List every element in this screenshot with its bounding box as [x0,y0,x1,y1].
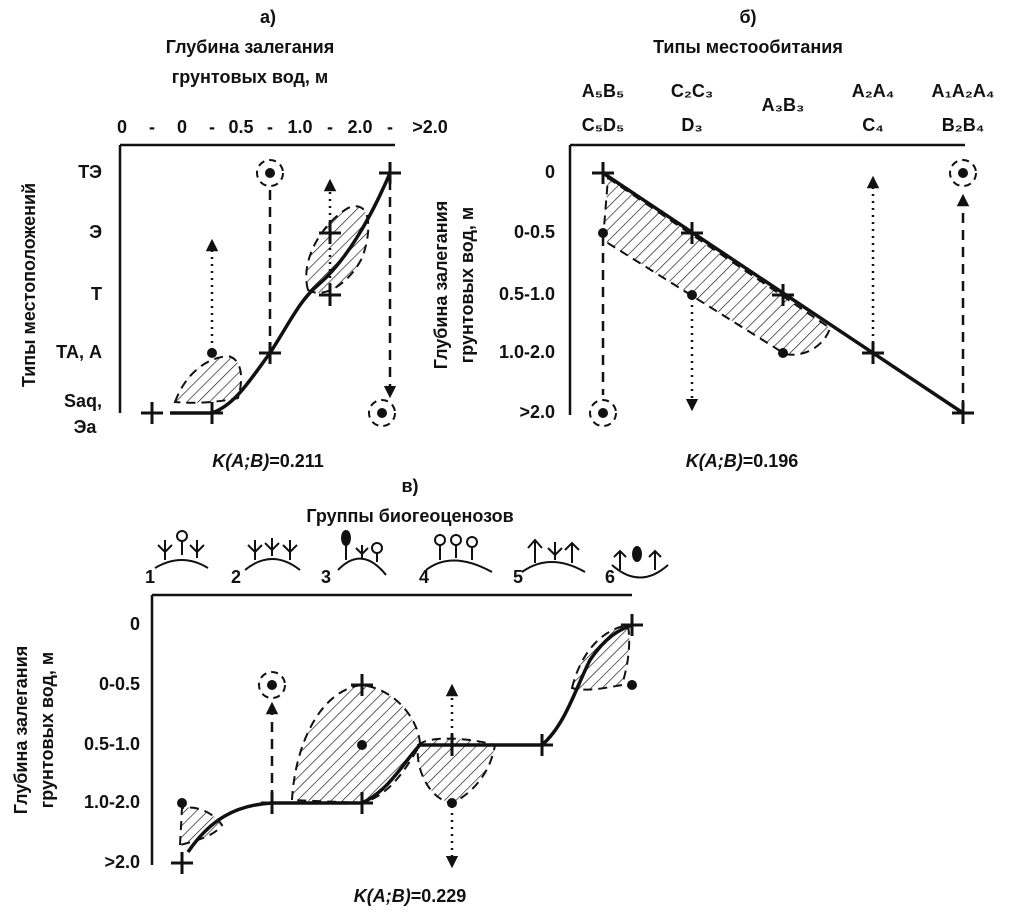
cross-marker [141,402,163,424]
x-tick-label: C₄ [862,115,884,135]
panel-title: Глубина залегания [166,37,334,57]
x-tick-label: B₂B₄ [942,115,985,135]
caption-italic: K(A;B) [354,886,411,906]
x-tick-label: 4 [419,567,429,587]
x-tick-label: 6 [605,567,615,587]
x-tick-label: >2.0 [412,117,448,137]
caption-value: =0.196 [743,451,799,471]
x-tick-label: 1 [145,567,155,587]
y-axis-title: Глубина залегания [431,201,451,369]
y-tick-label: >2.0 [519,402,555,422]
cross-marker [171,852,193,874]
caption-value: =0.229 [411,886,467,906]
y-tick-label: Т [91,284,102,304]
x-tick-label: 0 [177,117,187,137]
y-tick-label: 0-0.5 [514,222,555,242]
dot-marker [687,290,697,300]
cross-marker [952,402,974,424]
cross-marker [862,342,884,364]
dot-marker [267,680,277,690]
panel-letter: а) [260,7,276,27]
dot-marker [357,740,367,750]
hatched-area [306,206,368,293]
panel-title: Группы биогеоценозов [306,506,513,526]
y-axis-title: грунтовых вод, м [37,652,57,809]
x-tick-label: 1.0 [287,117,312,137]
dot-marker [958,168,968,178]
panel-letter: б) [739,7,756,27]
caption: K(A;B)=0.211 [212,451,324,471]
y-tick-label: Эа [74,417,98,437]
dot-marker [265,168,275,178]
figure: а)Глубина залеганиягрунтовых вод, м0-0-0… [0,0,1010,912]
dot-marker [177,798,187,808]
y-tick-label: Э [89,222,102,242]
dot-marker [627,680,637,690]
y-tick-label: 0 [130,614,140,634]
y-tick-label: ТА, А [56,342,102,362]
x-tick-label: 3 [321,567,331,587]
x-tick-label: A₁A₂A₄ [931,81,994,101]
dot-marker [207,348,217,358]
hatched-area [418,739,495,803]
x-tick-label: - [149,117,155,137]
x-tick-label: D₃ [681,115,702,135]
x-tick-label: - [209,117,215,137]
y-axis-title: Типы местоположений [19,183,39,387]
x-tick-label: 2 [231,567,241,587]
x-tick-label: - [267,117,273,137]
x-tick-label: 0.5 [228,117,253,137]
panel-a [120,145,395,413]
x-tick-label: 5 [513,567,523,587]
x-tick-label: C₅D₅ [582,115,625,135]
panel-title: грунтовых вод, м [172,67,329,87]
caption-italic: K(A;B) [686,451,743,471]
dot-marker [377,408,387,418]
hatched-area [180,807,222,845]
y-tick-label: 0-0.5 [99,674,140,694]
cross-marker [261,792,283,814]
x-tick-label: 0 [117,117,127,137]
dot-marker [447,798,457,808]
hatched-area [292,685,420,803]
caption-italic: K(A;B) [212,451,269,471]
dot-marker [778,348,788,358]
x-tick-label: A₅B₅ [582,81,625,101]
y-tick-label: ТЭ [78,162,102,182]
y-tick-label: 1.0-2.0 [499,342,555,362]
y-tick-label: 0 [545,162,555,182]
x-tick-label: 2.0 [347,117,372,137]
y-tick-label: 0.5-1.0 [84,734,140,754]
cross-marker [201,402,223,424]
dot-marker [598,408,608,418]
x-tick-label: A₂A₄ [852,81,895,101]
caption: K(A;B)=0.229 [354,886,467,906]
y-axis-title: грунтовых вод, м [457,207,477,364]
y-axis-title: Глубина залегания [11,646,31,814]
y-tick-label: >2.0 [104,852,140,872]
panel-b [570,145,965,415]
caption: K(A;B)=0.196 [686,451,799,471]
y-tick-label: 1.0-2.0 [84,792,140,812]
hatched-area [175,356,241,403]
dot-marker [598,228,608,238]
x-tick-label: A₃B₃ [762,95,805,115]
panel-title: Типы местообитания [653,37,843,57]
y-tick-label: 0.5-1.0 [499,284,555,304]
x-tick-label: C₂C₃ [671,81,713,101]
caption-value: =0.211 [269,451,324,471]
y-tick-label: Saq, [64,391,102,411]
panel-c [152,531,668,865]
cross-marker [379,162,401,184]
x-tick-label: - [387,117,393,137]
hatched-area [603,178,830,355]
panel-letter: в) [401,476,418,496]
x-tick-label: - [327,117,333,137]
